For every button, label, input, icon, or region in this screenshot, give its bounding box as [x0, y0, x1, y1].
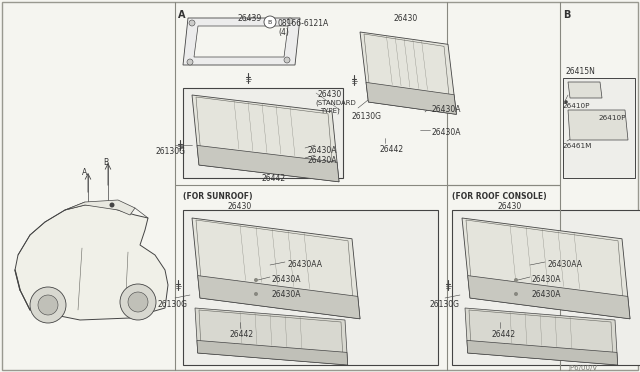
Text: B: B	[563, 10, 570, 20]
Polygon shape	[65, 200, 135, 215]
Text: 26430A: 26430A	[308, 156, 337, 165]
Text: TYPE): TYPE)	[320, 108, 340, 115]
Circle shape	[30, 287, 66, 323]
Circle shape	[254, 292, 258, 296]
Text: 26430: 26430	[318, 90, 342, 99]
Text: 26415N: 26415N	[565, 67, 595, 76]
Text: 26430A: 26430A	[532, 275, 561, 284]
Circle shape	[109, 202, 115, 208]
Text: (FOR ROOF CONSOLE): (FOR ROOF CONSOLE)	[452, 192, 547, 201]
Text: 26410P: 26410P	[562, 103, 589, 109]
Text: 26430: 26430	[393, 14, 417, 23]
Circle shape	[187, 59, 193, 65]
Text: 26430A: 26430A	[272, 290, 301, 299]
Text: 26430A: 26430A	[432, 128, 461, 137]
Polygon shape	[465, 308, 618, 365]
Polygon shape	[467, 340, 618, 365]
Circle shape	[120, 284, 156, 320]
Text: (4): (4)	[278, 28, 289, 37]
Text: 26430AA: 26430AA	[548, 260, 583, 269]
Text: B: B	[103, 158, 108, 167]
Polygon shape	[15, 205, 168, 320]
Text: 26410P: 26410P	[598, 115, 625, 121]
Text: 26461M: 26461M	[562, 143, 591, 149]
Polygon shape	[197, 340, 348, 365]
Circle shape	[264, 16, 276, 28]
Text: A: A	[178, 10, 186, 20]
Polygon shape	[194, 26, 288, 57]
Polygon shape	[462, 218, 630, 319]
Polygon shape	[192, 218, 360, 319]
Text: JP6/00/V: JP6/00/V	[568, 365, 597, 371]
Circle shape	[254, 278, 258, 282]
Text: 26430A: 26430A	[432, 105, 461, 114]
Text: 26430A: 26430A	[308, 146, 337, 155]
Polygon shape	[197, 145, 339, 182]
Bar	[563, 78, 635, 178]
Polygon shape	[183, 18, 300, 65]
Text: (STANDARD: (STANDARD	[315, 99, 356, 106]
Text: 26430AA: 26430AA	[288, 260, 323, 269]
Text: 26430A: 26430A	[272, 275, 301, 284]
Text: 26130G: 26130G	[155, 147, 185, 156]
Polygon shape	[192, 95, 339, 182]
Circle shape	[284, 57, 290, 63]
Text: 26439: 26439	[237, 14, 261, 23]
Circle shape	[38, 295, 58, 315]
Text: 26442: 26442	[262, 174, 286, 183]
Polygon shape	[195, 308, 348, 365]
Text: A: A	[82, 168, 87, 177]
Text: 26442: 26442	[492, 330, 516, 339]
Circle shape	[514, 292, 518, 296]
Text: 26130G: 26130G	[158, 300, 188, 309]
Polygon shape	[366, 83, 456, 114]
Circle shape	[189, 20, 195, 26]
Text: 26442: 26442	[380, 145, 404, 154]
Text: (FOR SUNROOF): (FOR SUNROOF)	[183, 192, 253, 201]
Polygon shape	[360, 32, 456, 114]
Text: 08166-6121A: 08166-6121A	[278, 19, 329, 28]
Text: 26442: 26442	[230, 330, 254, 339]
Polygon shape	[468, 276, 630, 319]
Bar	[183, 88, 343, 178]
Bar	[183, 210, 438, 365]
Bar	[452, 210, 640, 365]
Circle shape	[564, 100, 568, 104]
Text: B: B	[268, 19, 272, 25]
Text: 26430A: 26430A	[532, 290, 561, 299]
Circle shape	[287, 18, 293, 24]
Text: 26430: 26430	[228, 202, 252, 211]
Text: 26130G: 26130G	[430, 300, 460, 309]
Text: 26430: 26430	[498, 202, 522, 211]
Text: 26130G: 26130G	[352, 112, 382, 121]
Circle shape	[128, 292, 148, 312]
Polygon shape	[198, 276, 360, 319]
Circle shape	[514, 278, 518, 282]
Polygon shape	[568, 82, 602, 98]
Polygon shape	[568, 110, 628, 140]
